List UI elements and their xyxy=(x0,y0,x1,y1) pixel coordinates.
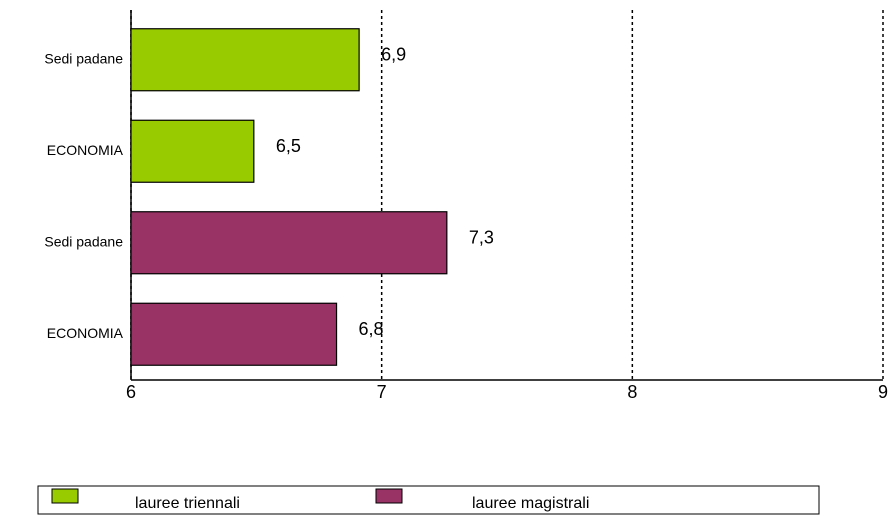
x-tick-label: 9 xyxy=(878,382,888,402)
bar xyxy=(130,28,360,92)
value-label: 6,8 xyxy=(359,319,384,339)
legend-label: lauree magistrali xyxy=(472,495,589,512)
value-label: 7,3 xyxy=(469,228,494,248)
bar xyxy=(130,302,338,366)
legend-swatch xyxy=(51,488,79,504)
legend-box xyxy=(37,485,820,515)
bar xyxy=(130,119,255,183)
value-label: 6,5 xyxy=(276,136,301,156)
value-label: 6,9 xyxy=(381,45,406,65)
y-tick-label: ECONOMIA xyxy=(47,142,124,158)
y-tick-label: ECONOMIA xyxy=(47,325,124,341)
x-tick-label: 8 xyxy=(627,382,637,402)
x-tick-label: 7 xyxy=(377,382,387,402)
x-tick-label: 6 xyxy=(126,382,136,402)
y-tick-label: Sedi padane xyxy=(44,50,123,66)
bar xyxy=(130,211,448,275)
legend-swatch xyxy=(375,488,403,504)
y-tick-label: Sedi padane xyxy=(44,233,123,249)
legend-label: lauree triennali xyxy=(135,495,240,512)
